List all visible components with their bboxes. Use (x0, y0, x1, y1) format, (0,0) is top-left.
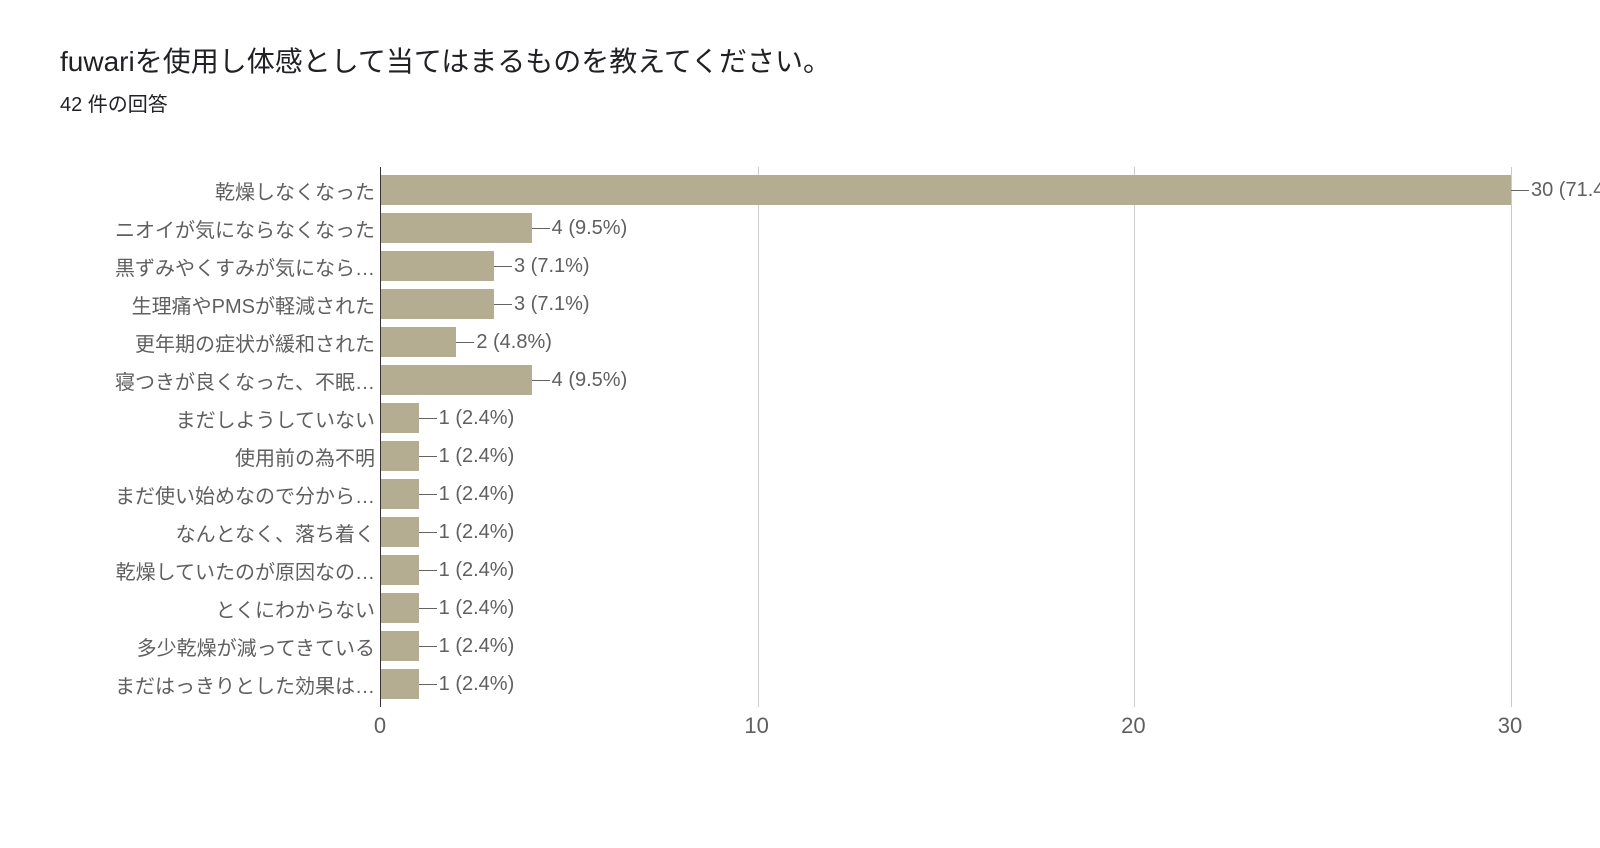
connector-line (494, 266, 512, 267)
category-label: ニオイが気にならなくなった (115, 214, 381, 243)
bar-row: 使用前の為不明1 (2.4%) (381, 441, 1511, 471)
connector-line (419, 532, 437, 533)
value-label: 30 (71.4%) (1529, 179, 1600, 202)
connector-line (419, 418, 437, 419)
connector-line (532, 380, 550, 381)
connector-line (456, 342, 474, 343)
bar[interactable] (381, 631, 419, 661)
chart-x-axis: 0102030 (380, 707, 1510, 747)
bar-row: まだしようしていない1 (2.4%) (381, 403, 1511, 433)
category-label: とくにわからない (216, 594, 381, 623)
value-label: 1 (2.4%) (437, 597, 515, 620)
category-label: 乾燥しなくなった (215, 176, 381, 205)
bar-row: まだはっきりとした効果は…1 (2.4%) (381, 669, 1511, 699)
category-label: 多少乾燥が減ってきている (137, 632, 381, 661)
bar[interactable] (381, 403, 419, 433)
bar-row: ニオイが気にならなくなった4 (9.5%) (381, 213, 1511, 243)
bar[interactable] (381, 365, 532, 395)
connector-line (419, 646, 437, 647)
category-label: 黒ずみやくすみが気になら… (115, 252, 381, 281)
connector-line (419, 456, 437, 457)
x-tick-label: 30 (1498, 713, 1522, 739)
connector-line (494, 304, 512, 305)
gridline (1511, 167, 1512, 707)
category-label: 使用前の為不明 (235, 442, 381, 471)
connector-line (419, 608, 437, 609)
connector-line (532, 228, 550, 229)
chart-container: fuwariを使用し体感として当てはまるものを教えてください。 42 件の回答 … (0, 0, 1600, 767)
bar-row: 生理痛やPMSが軽減された3 (7.1%) (381, 289, 1511, 319)
chart-subtitle: 42 件の回答 (60, 88, 1580, 117)
bar[interactable] (381, 213, 532, 243)
value-label: 1 (2.4%) (437, 673, 515, 696)
category-label: 更年期の症状が緩和された (135, 328, 381, 357)
value-label: 2 (4.8%) (474, 331, 552, 354)
bar[interactable] (381, 593, 419, 623)
value-label: 1 (2.4%) (437, 445, 515, 468)
x-tick-label: 10 (744, 713, 768, 739)
chart-area: 乾燥しなくなった30 (71.4%)ニオイが気にならなくなった4 (9.5%)黒… (60, 167, 1580, 747)
bar-row: とくにわからない1 (2.4%) (381, 593, 1511, 623)
bar[interactable] (381, 479, 419, 509)
connector-line (1511, 190, 1529, 191)
value-label: 1 (2.4%) (437, 483, 515, 506)
bar-row: 寝つきが良くなった、不眠…4 (9.5%) (381, 365, 1511, 395)
bar[interactable] (381, 251, 494, 281)
connector-line (419, 570, 437, 571)
category-label: 寝つきが良くなった、不眠… (115, 366, 381, 395)
bar[interactable] (381, 175, 1511, 205)
value-label: 4 (9.5%) (550, 217, 628, 240)
value-label: 1 (2.4%) (437, 559, 515, 582)
connector-line (419, 494, 437, 495)
bar-row: なんとなく、落ち着く1 (2.4%) (381, 517, 1511, 547)
category-label: 生理痛やPMSが軽減された (132, 290, 381, 319)
bar[interactable] (381, 517, 419, 547)
value-label: 1 (2.4%) (437, 635, 515, 658)
bar-row: 黒ずみやくすみが気になら…3 (7.1%) (381, 251, 1511, 281)
category-label: 乾燥していたのが原因なの… (116, 556, 381, 585)
category-label: なんとなく、落ち着く (176, 518, 381, 547)
value-label: 3 (7.1%) (512, 255, 590, 278)
category-label: まだはっきりとした効果は… (115, 670, 381, 699)
bar-row: 乾燥していたのが原因なの…1 (2.4%) (381, 555, 1511, 585)
bar[interactable] (381, 555, 419, 585)
x-tick-label: 20 (1121, 713, 1145, 739)
value-label: 3 (7.1%) (512, 293, 590, 316)
bar-row: 多少乾燥が減ってきている1 (2.4%) (381, 631, 1511, 661)
value-label: 1 (2.4%) (437, 407, 515, 430)
bar-row: 乾燥しなくなった30 (71.4%) (381, 175, 1511, 205)
bar-row: 更年期の症状が緩和された2 (4.8%) (381, 327, 1511, 357)
chart-bars: 乾燥しなくなった30 (71.4%) ニオイが気にならなくなった4 (9.5%) 黒… (381, 167, 1510, 707)
chart-title: fuwariを使用し体感として当てはまるものを教えてください。 (60, 40, 1580, 80)
chart-plot: 乾燥しなくなった30 (71.4%) ニオイが気にならなくなった4 (9.5%) 黒… (380, 167, 1510, 707)
bar[interactable] (381, 289, 494, 319)
value-label: 1 (2.4%) (437, 521, 515, 544)
category-label: まだしようしていない (176, 404, 381, 433)
value-label: 4 (9.5%) (550, 369, 628, 392)
category-label: まだ使い始めなので分から… (115, 480, 381, 509)
bar[interactable] (381, 669, 419, 699)
bar[interactable] (381, 441, 419, 471)
bar-row: まだ使い始めなので分から…1 (2.4%) (381, 479, 1511, 509)
connector-line (419, 684, 437, 685)
x-tick-label: 0 (374, 713, 386, 739)
bar[interactable] (381, 327, 456, 357)
